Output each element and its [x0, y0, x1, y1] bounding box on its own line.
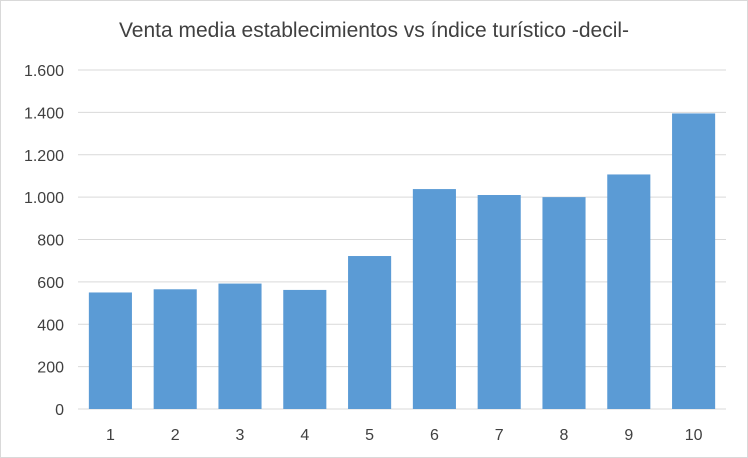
- y-tick-label: 200: [37, 360, 64, 377]
- x-axis-ticks: 1 2 3 4 5 6 7 8 9 10: [106, 427, 703, 444]
- y-tick-label: 1.600: [24, 63, 64, 80]
- bar: [607, 174, 651, 409]
- x-tick-label: 10: [685, 427, 703, 444]
- x-tick-label: 9: [624, 427, 633, 444]
- chart-title: Venta media establecimientos vs índice t…: [118, 19, 630, 42]
- y-tick-label: 400: [37, 317, 64, 334]
- y-axis-ticks: 0 200 400 600 800 1.000 1.200 1.400 1.600: [24, 63, 64, 419]
- x-tick-label: 5: [365, 427, 374, 444]
- x-tick-label: 6: [430, 427, 439, 444]
- x-tick-label: 8: [560, 427, 569, 444]
- bar: [283, 289, 327, 409]
- bar: [412, 189, 456, 409]
- x-tick-label: 1: [106, 427, 115, 444]
- bar: [348, 256, 392, 409]
- x-tick-label: 3: [236, 427, 245, 444]
- bar: [88, 292, 132, 409]
- x-tick-label: 4: [300, 427, 309, 444]
- y-tick-label: 1.200: [24, 148, 64, 165]
- bar: [218, 283, 262, 409]
- y-tick-label: 600: [37, 275, 64, 292]
- y-tick-label: 1.000: [24, 190, 64, 207]
- bar: [153, 289, 197, 409]
- y-tick-label: 0: [55, 402, 64, 419]
- bar: [477, 195, 521, 409]
- bar: [542, 197, 586, 409]
- y-tick-label: 1.400: [24, 105, 64, 122]
- x-tick-label: 7: [495, 427, 504, 444]
- bar: [672, 113, 716, 409]
- bars: [88, 113, 716, 409]
- x-tick-label: 2: [171, 427, 180, 444]
- y-tick-label: 800: [37, 233, 64, 250]
